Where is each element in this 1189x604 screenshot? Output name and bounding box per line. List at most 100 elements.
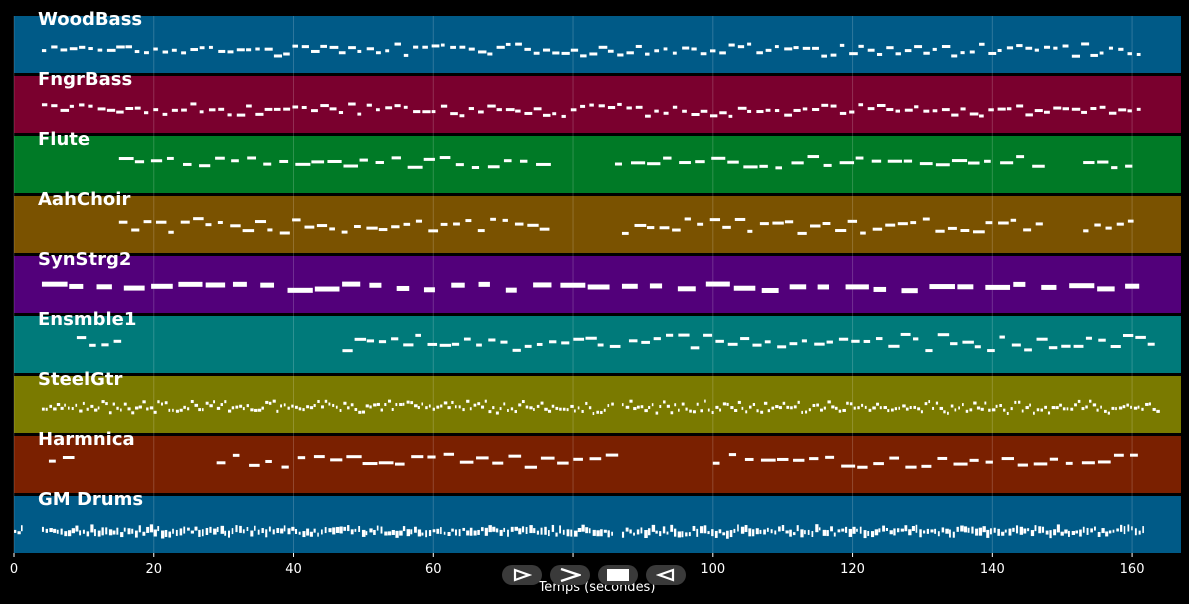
note bbox=[932, 406, 935, 410]
note bbox=[719, 51, 726, 55]
note bbox=[759, 529, 762, 534]
note bbox=[659, 404, 662, 408]
note bbox=[876, 52, 883, 56]
note bbox=[536, 162, 551, 166]
note bbox=[826, 530, 829, 537]
rewind-button[interactable] bbox=[646, 565, 686, 585]
note bbox=[172, 528, 174, 534]
note bbox=[935, 229, 945, 233]
note bbox=[1004, 529, 1007, 533]
note bbox=[677, 286, 696, 292]
note bbox=[691, 47, 697, 51]
note bbox=[596, 530, 600, 537]
note bbox=[283, 52, 290, 56]
note bbox=[1105, 531, 1109, 537]
stop-button[interactable] bbox=[598, 565, 638, 585]
fast-forward-button[interactable] bbox=[550, 565, 590, 585]
note bbox=[1141, 407, 1144, 411]
note bbox=[666, 531, 669, 535]
track-notes bbox=[118, 155, 1133, 170]
note bbox=[348, 102, 356, 106]
note bbox=[1127, 109, 1132, 113]
note bbox=[466, 399, 470, 403]
note bbox=[250, 530, 254, 537]
note bbox=[462, 408, 465, 412]
x-tick-label: 160 bbox=[1120, 562, 1145, 577]
note bbox=[969, 50, 975, 54]
note bbox=[911, 525, 915, 531]
note bbox=[805, 410, 808, 414]
note bbox=[488, 525, 492, 533]
note bbox=[1068, 530, 1070, 537]
note bbox=[585, 401, 588, 405]
note bbox=[295, 162, 311, 166]
note bbox=[1118, 108, 1127, 112]
note bbox=[309, 531, 313, 537]
note bbox=[662, 526, 666, 534]
note bbox=[566, 529, 570, 537]
note bbox=[208, 108, 216, 112]
note bbox=[183, 405, 186, 409]
note bbox=[659, 226, 670, 230]
play-button[interactable] bbox=[502, 565, 542, 585]
note bbox=[205, 527, 209, 535]
note bbox=[512, 348, 521, 352]
note bbox=[1118, 406, 1123, 410]
note bbox=[636, 405, 640, 409]
note bbox=[621, 403, 624, 407]
note bbox=[831, 405, 835, 409]
note bbox=[914, 45, 923, 49]
note bbox=[347, 525, 350, 532]
note bbox=[108, 529, 113, 536]
note bbox=[302, 531, 306, 538]
note bbox=[106, 48, 116, 52]
note bbox=[362, 462, 378, 466]
note bbox=[97, 406, 100, 410]
note bbox=[800, 529, 804, 538]
note bbox=[406, 529, 411, 537]
track-name-label: Ensmble1 bbox=[38, 309, 136, 330]
note bbox=[387, 531, 392, 536]
note bbox=[41, 281, 68, 287]
note bbox=[45, 528, 49, 533]
note bbox=[561, 114, 566, 118]
note bbox=[1081, 461, 1095, 465]
note bbox=[149, 524, 154, 533]
note bbox=[888, 344, 900, 348]
note bbox=[727, 160, 739, 164]
note bbox=[823, 163, 832, 167]
note bbox=[276, 409, 279, 413]
note bbox=[950, 404, 954, 408]
note bbox=[626, 51, 634, 55]
note bbox=[542, 48, 551, 52]
note bbox=[997, 107, 1006, 111]
note bbox=[425, 530, 428, 538]
note bbox=[422, 110, 431, 114]
note bbox=[112, 402, 115, 406]
note bbox=[394, 104, 401, 108]
note bbox=[515, 109, 521, 113]
note bbox=[399, 530, 403, 536]
note bbox=[1011, 343, 1021, 347]
note bbox=[469, 407, 472, 411]
note bbox=[359, 158, 368, 162]
note bbox=[674, 403, 677, 407]
note bbox=[417, 406, 420, 410]
note bbox=[1085, 336, 1092, 340]
note bbox=[249, 463, 260, 467]
note bbox=[950, 342, 958, 346]
note bbox=[654, 49, 660, 53]
note bbox=[272, 399, 276, 403]
note bbox=[1006, 411, 1009, 415]
note bbox=[894, 407, 898, 411]
note bbox=[951, 54, 958, 58]
note bbox=[592, 529, 596, 536]
note bbox=[153, 108, 159, 112]
note bbox=[361, 410, 366, 414]
track-notes bbox=[41, 399, 1160, 416]
note bbox=[209, 526, 212, 533]
note bbox=[1097, 460, 1111, 464]
note bbox=[151, 283, 173, 289]
note bbox=[1032, 164, 1045, 168]
note bbox=[524, 47, 531, 51]
